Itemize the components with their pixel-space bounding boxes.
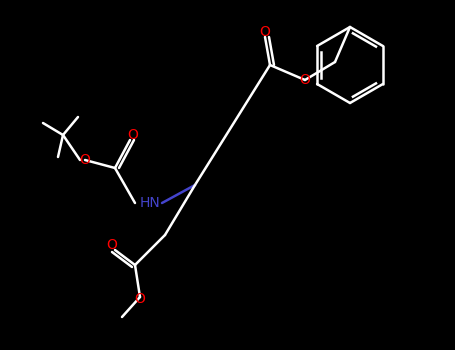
Text: O: O <box>127 128 138 142</box>
Text: O: O <box>106 238 117 252</box>
Text: O: O <box>135 292 146 306</box>
Text: O: O <box>80 153 91 167</box>
Text: O: O <box>259 25 270 39</box>
Text: O: O <box>299 73 310 87</box>
Text: HN: HN <box>140 196 160 210</box>
